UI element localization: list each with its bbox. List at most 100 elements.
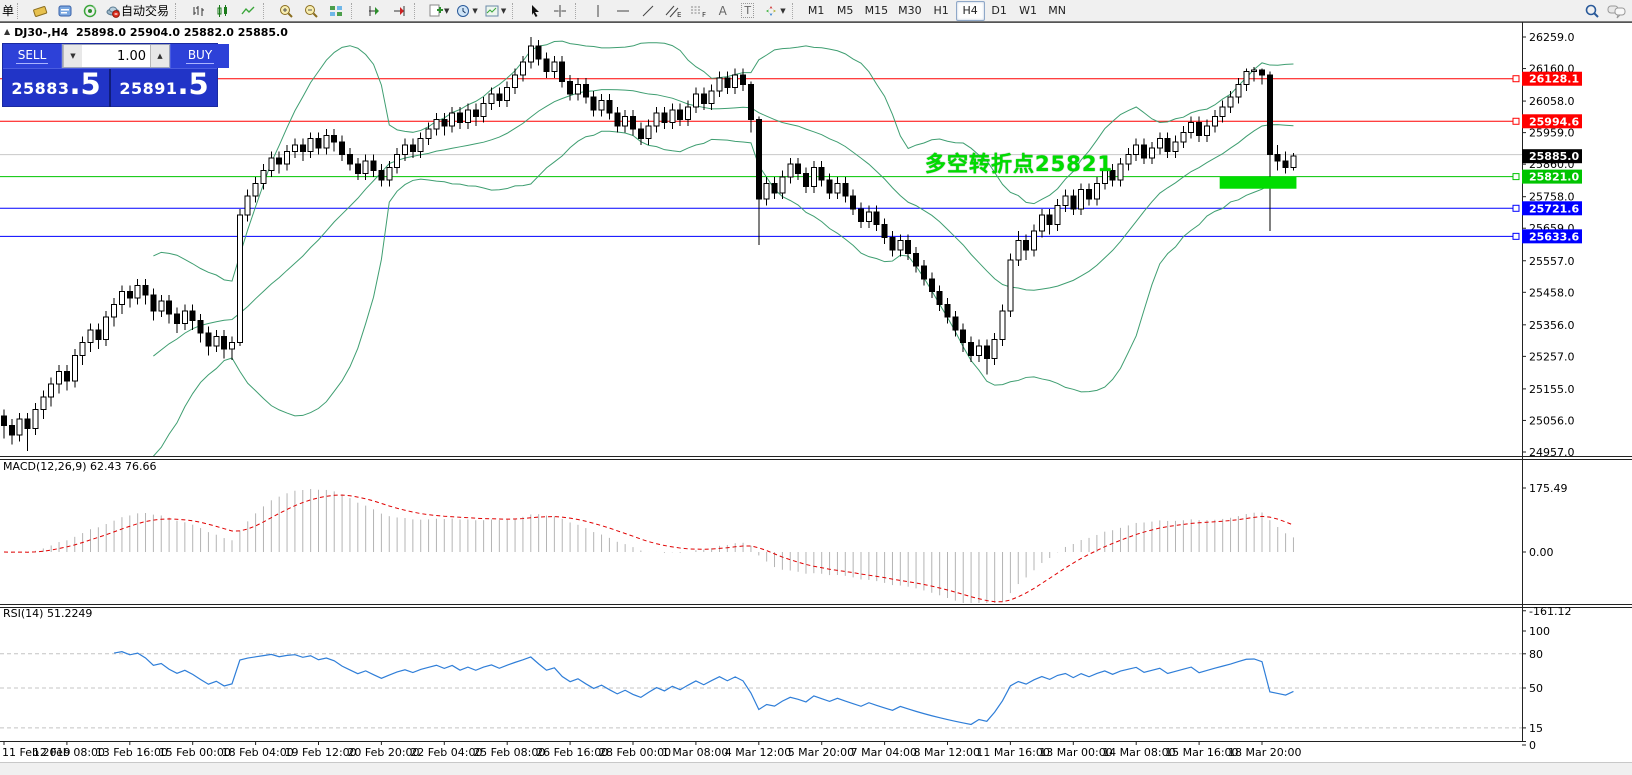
time-axis-label: 13 Mar 00:00	[1039, 746, 1112, 759]
time-axis-label: 25 Feb 08:00	[473, 746, 545, 759]
buy-price-main: 25891	[119, 79, 178, 98]
bollinger-upper	[153, 40, 1294, 282]
volume-increase-button[interactable]: ▲	[150, 45, 169, 67]
candlestick-chart-button[interactable]	[210, 1, 235, 21]
volume-input[interactable]	[82, 45, 150, 67]
rsi-tick-label: 80	[1529, 648, 1543, 661]
clock-icon	[457, 4, 470, 17]
toolbar-separator	[263, 2, 270, 19]
macd-indicator-label: MACD(12,26,9) 62.43 76.66	[3, 460, 157, 473]
fibonacci-button[interactable]: F	[685, 1, 710, 21]
trendline-button[interactable]	[635, 1, 660, 21]
price-tick-label: 25056.0	[1529, 414, 1575, 427]
chat-button[interactable]	[1604, 1, 1630, 21]
level-badge-25721.6	[1522, 201, 1582, 216]
horizontal-line-button[interactable]	[610, 1, 635, 21]
line-chart-button[interactable]	[235, 1, 260, 21]
sell-button[interactable]: SELL	[3, 44, 62, 68]
periods-button[interactable]: ▼	[452, 1, 480, 21]
indicators-icon	[429, 4, 444, 16]
bollinger-bands	[153, 40, 1294, 456]
chart-shift-button[interactable]	[386, 1, 411, 21]
toolbar-separator	[17, 2, 24, 19]
tile-windows-icon	[329, 5, 342, 16]
volume-decrease-button[interactable]: ▼	[63, 45, 82, 67]
timeframe-w1-button[interactable]: W1	[1019, 4, 1038, 17]
timeframe-m1-button[interactable]: M1	[807, 4, 825, 17]
time-axis-label: 15 Mar 16:00	[1165, 746, 1238, 759]
panel-toggle-icon[interactable]: ▲	[4, 27, 11, 36]
level-line-marker	[1512, 75, 1520, 83]
time-axis-label: 5 Mar 20:00	[788, 746, 854, 759]
text-button[interactable]: A	[710, 1, 735, 21]
price-tick-label: 25458.0	[1529, 286, 1575, 299]
autotrading-icon	[105, 3, 121, 19]
equidistant-channel-button[interactable]: E	[660, 1, 685, 21]
rsi-tick-label: 50	[1529, 682, 1543, 695]
chart-canvas[interactable]: 26259.026160.026058.025959.025860.025758…	[0, 22, 1632, 774]
buy-button[interactable]: BUY	[170, 44, 229, 68]
ohlc-readout: 25898.0 25904.0 25882.0 25885.0	[75, 26, 288, 39]
search-button[interactable]	[1579, 1, 1604, 21]
timeframe-m30-button[interactable]: M30	[898, 4, 922, 17]
metaeditor-icon	[57, 3, 73, 19]
metaeditor-button[interactable]	[52, 1, 77, 21]
signals-icon	[82, 3, 98, 19]
indicators-button[interactable]: ▼	[424, 1, 452, 21]
cursor-button[interactable]	[522, 1, 547, 21]
toolbar-separator	[414, 2, 421, 19]
text-label-icon: T	[741, 3, 755, 18]
dropdown-caret: ▼	[500, 6, 507, 15]
level-line-marker	[1512, 232, 1520, 240]
new-order-button[interactable]	[27, 1, 52, 21]
zoom-in-button[interactable]	[273, 1, 298, 21]
zoom-out-button[interactable]	[298, 1, 323, 21]
autotrading-button[interactable]: 自动交易	[102, 1, 172, 21]
svg-text:F: F	[702, 11, 706, 19]
price-tick-label: 25959.0	[1529, 127, 1575, 140]
buy-price[interactable]: 25891.5	[111, 69, 217, 107]
sell-price[interactable]: 25883.5	[3, 69, 111, 107]
timeframe-h4-button[interactable]: H4	[955, 0, 985, 21]
level-badge-26128.1	[1522, 71, 1582, 86]
svg-text:E: E	[677, 11, 681, 19]
level-badge-25821-text: 25821.0	[1529, 171, 1579, 184]
turning-point-annotation: 多空转折点25821	[925, 152, 1114, 176]
toolbar-separator	[175, 2, 182, 19]
timeframe-m5-button[interactable]: M5	[836, 4, 854, 17]
vertical-line-button[interactable]	[585, 1, 610, 21]
bar-chart-button[interactable]	[185, 1, 210, 21]
channel-icon: E	[665, 5, 681, 19]
volume-spinner: ▼ ▲	[62, 44, 170, 68]
time-axis-label: 12 Feb 08:00	[33, 746, 105, 759]
level-line-marker	[1512, 117, 1520, 125]
crosshair-button[interactable]	[547, 1, 572, 21]
text-label-button[interactable]: T	[735, 1, 760, 21]
templates-button[interactable]: ▼	[481, 1, 509, 21]
rsi-tick-label: 0	[1529, 739, 1536, 752]
timeframe-d1-button[interactable]: D1	[991, 4, 1007, 17]
arrows-button[interactable]: ▼	[760, 1, 788, 21]
rsi-line	[113, 651, 1294, 726]
toolbar-separator	[351, 2, 358, 19]
price-tick-label: 25758.0	[1529, 191, 1575, 204]
bollinger-middle	[153, 89, 1294, 357]
status-bar	[0, 762, 1632, 775]
bollinger-lower	[153, 130, 1294, 456]
price-tick-label: 24957.0	[1529, 446, 1575, 459]
time-axis-label: 1 Mar 08:00	[662, 746, 728, 759]
candlestick-icon	[217, 4, 227, 17]
tile-windows-button[interactable]	[323, 1, 348, 21]
price-tick-label: 25356.0	[1529, 319, 1575, 332]
time-axis-label: 20 Feb 20:00	[347, 746, 419, 759]
timeframe-m15-button[interactable]: M15	[864, 4, 889, 17]
auto-scroll-button[interactable]	[361, 1, 386, 21]
level-badge-25721.6-text: 25721.6	[1529, 202, 1579, 215]
autotrading-label: 自动交易	[121, 4, 170, 18]
timeframe-h1-button[interactable]: H1	[933, 4, 949, 17]
time-axis-label: 18 Mar 20:00	[1228, 746, 1301, 759]
timeframe-mn-button[interactable]: MN	[1048, 4, 1066, 17]
time-axis-label: 19 Feb 12:00	[285, 746, 357, 759]
signals-button[interactable]	[77, 1, 102, 21]
symbol-period: DJ30-,H4	[14, 26, 69, 39]
